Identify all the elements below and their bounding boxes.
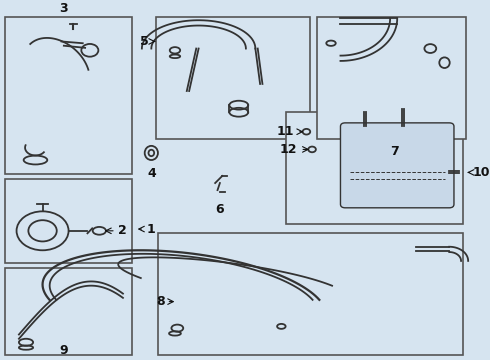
Text: 2: 2 [118, 224, 127, 237]
FancyBboxPatch shape [341, 123, 454, 208]
FancyBboxPatch shape [286, 112, 464, 224]
FancyBboxPatch shape [5, 17, 132, 174]
Text: 3: 3 [59, 2, 68, 15]
Text: 4: 4 [147, 167, 156, 180]
Text: 9: 9 [59, 344, 68, 357]
FancyBboxPatch shape [156, 17, 310, 139]
FancyBboxPatch shape [317, 17, 466, 139]
Text: 11: 11 [277, 125, 294, 138]
Text: 7: 7 [391, 145, 399, 158]
Text: 12: 12 [279, 143, 297, 156]
Text: 10: 10 [472, 166, 490, 179]
Text: 1: 1 [147, 222, 155, 235]
FancyBboxPatch shape [5, 268, 132, 355]
Text: 6: 6 [216, 203, 224, 216]
Text: 5: 5 [140, 35, 149, 48]
FancyBboxPatch shape [158, 233, 464, 355]
Text: 8: 8 [156, 295, 165, 308]
FancyBboxPatch shape [5, 180, 132, 263]
